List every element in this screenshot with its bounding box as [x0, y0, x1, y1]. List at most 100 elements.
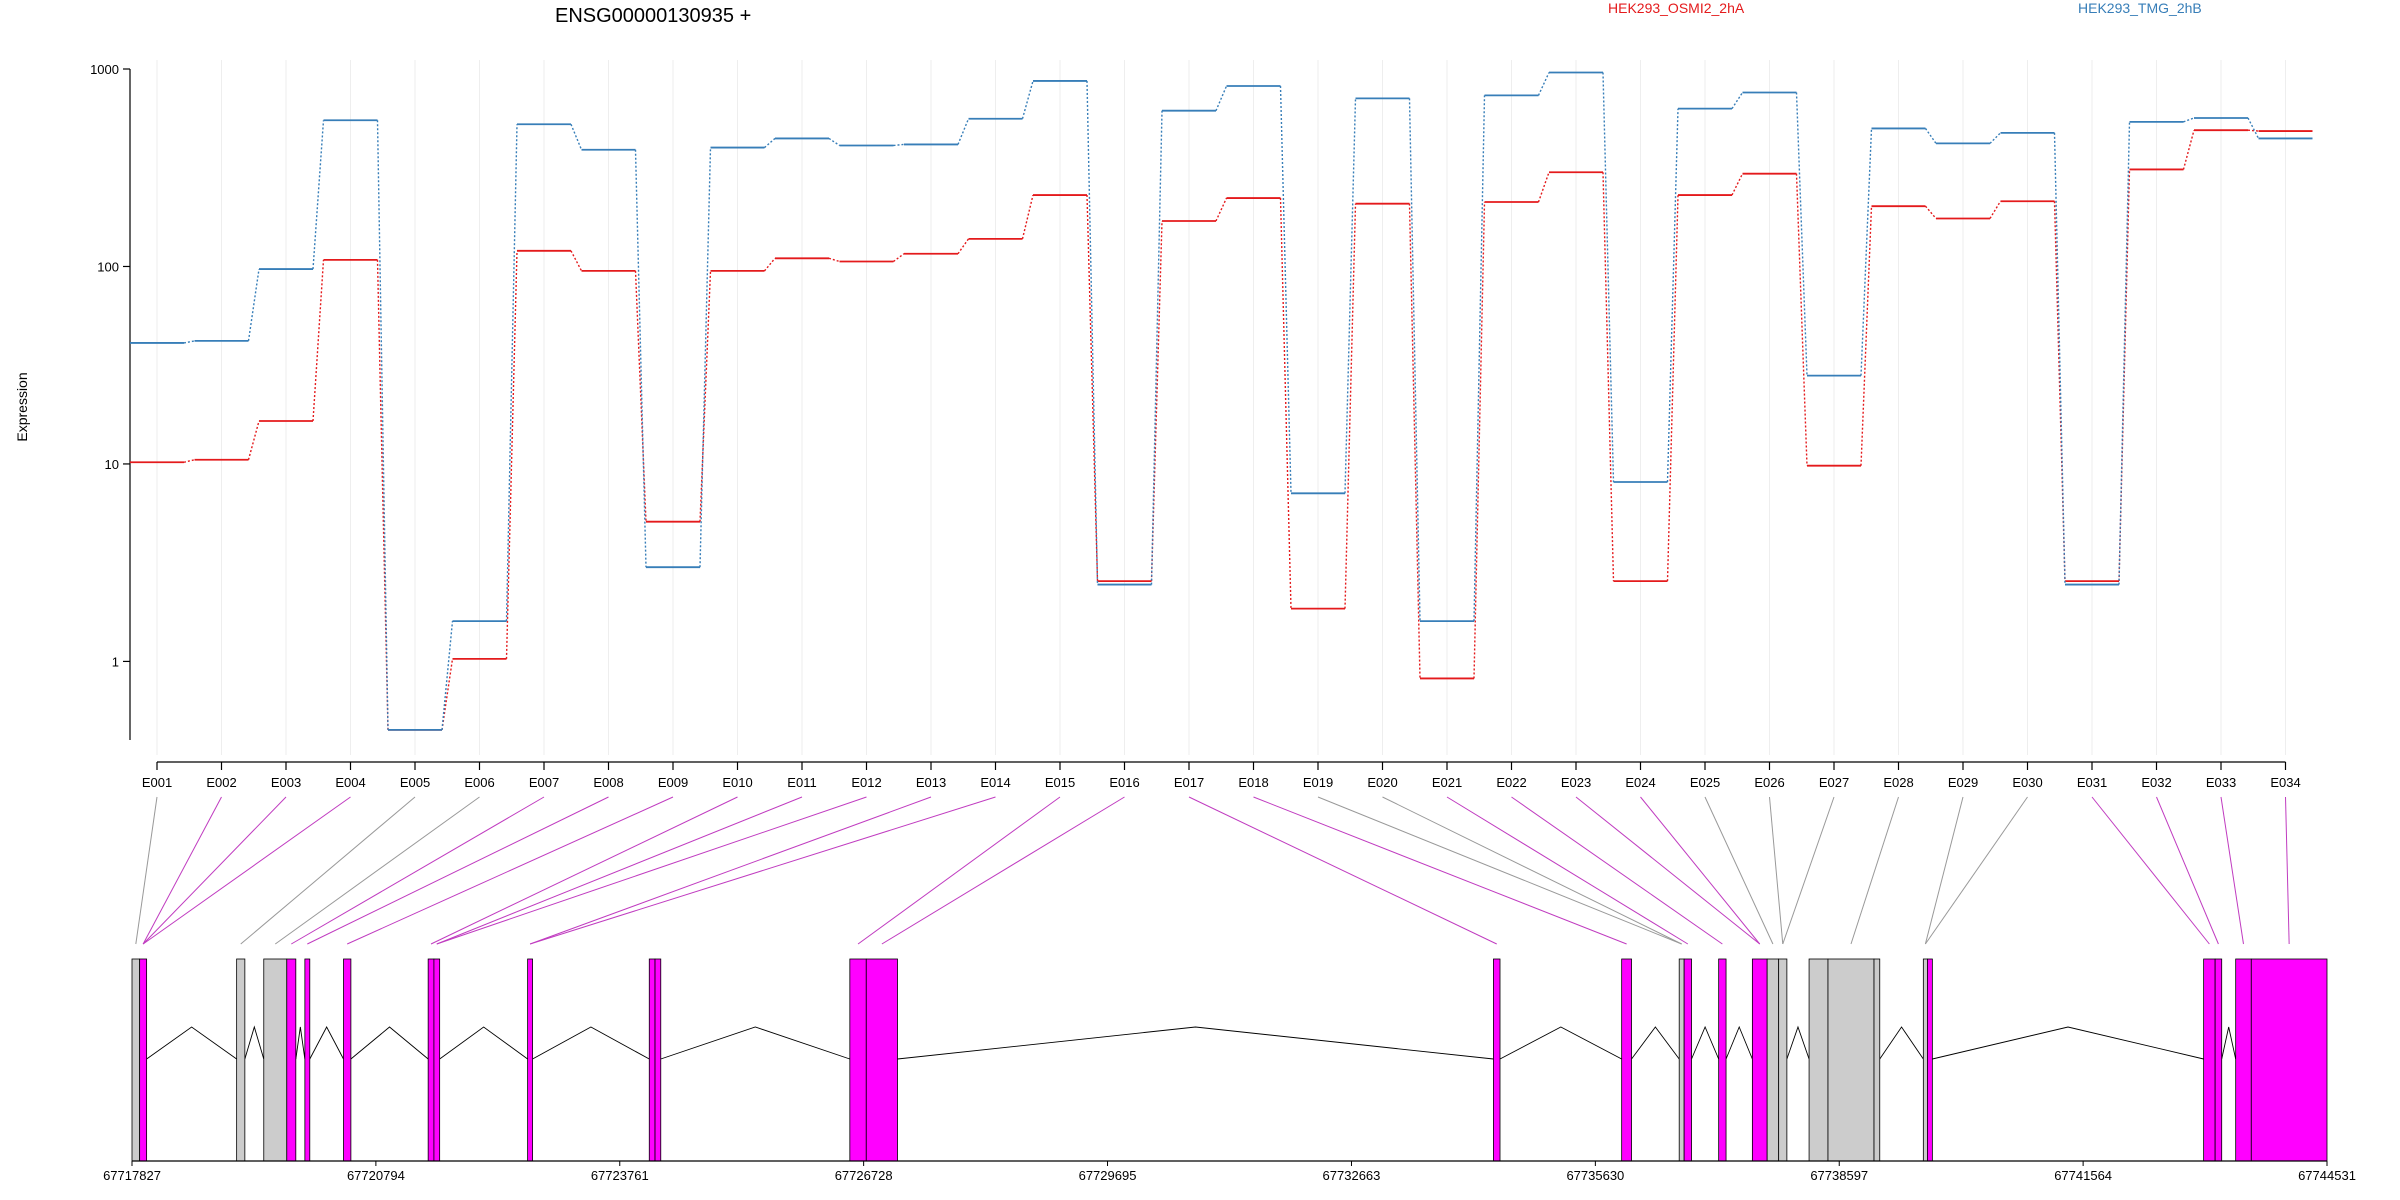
exon-box	[304, 958, 311, 1162]
series-connector	[2247, 129, 2259, 132]
series-connector	[634, 149, 647, 568]
series-connector	[2053, 132, 2066, 585]
intron	[1691, 1025, 1720, 1060]
series-connector	[312, 259, 325, 422]
exon-box	[343, 958, 352, 1162]
series-connector	[183, 340, 195, 344]
exon-box	[648, 958, 656, 1162]
exon-link	[1769, 796, 1784, 945]
exon-box	[1493, 958, 1501, 1162]
series-connector	[1860, 206, 1873, 466]
exon-box	[1922, 958, 1928, 1162]
intron	[309, 1026, 344, 1060]
x-tick-label: E028	[1883, 775, 1913, 790]
exon-link	[1575, 796, 1761, 945]
exon-box	[1621, 958, 1632, 1162]
exon-link	[1782, 796, 1835, 945]
exon-box	[527, 958, 533, 1162]
series-connector	[505, 124, 518, 622]
series-connector	[1602, 172, 1615, 582]
exon-box	[1778, 958, 1788, 1162]
series-connector	[2182, 129, 2195, 170]
x-tick-label: E034	[2270, 775, 2300, 790]
exon-link	[1924, 796, 1964, 945]
exon-link	[2156, 796, 2219, 945]
series-connector	[1537, 172, 1550, 203]
x-tick-label: E011	[787, 775, 816, 790]
exon-link	[142, 796, 222, 945]
x-tick-label: E006	[464, 775, 494, 790]
intron	[660, 1026, 850, 1060]
series-connector	[247, 268, 260, 341]
x-tick-label: E007	[529, 775, 559, 790]
x-tick-label: E003	[271, 775, 301, 790]
series-connector	[1279, 86, 1292, 494]
series-connector	[1666, 195, 1679, 582]
exon-link	[1924, 796, 2028, 945]
exon-box	[1678, 958, 1685, 1162]
x-tick-label: E020	[1367, 775, 1397, 790]
x-tick-label: E025	[1690, 775, 1720, 790]
intron	[295, 1026, 306, 1060]
legend-entry-osmi2: HEK293_OSMI2_2hA	[1608, 0, 1745, 16]
legend-entry-tmg: HEK293_TMG_2hB	[2078, 0, 2202, 16]
genomic-tick-label: 67726728	[835, 1168, 893, 1183]
series-connector	[1086, 195, 1099, 582]
exon-link-lines	[135, 796, 2290, 945]
series-connector	[570, 123, 583, 151]
exon-box	[286, 958, 297, 1162]
series-connector	[1021, 194, 1034, 240]
exon-box	[2235, 958, 2252, 1162]
series-connector	[893, 143, 905, 147]
exon-box	[433, 958, 441, 1162]
exon-box	[2214, 958, 2223, 1162]
exon-link	[135, 796, 158, 945]
genomic-tick-label: 67738597	[1810, 1168, 1868, 1183]
series-connector	[1344, 98, 1357, 494]
intron	[1725, 1025, 1753, 1060]
series-connector	[247, 420, 260, 460]
exon-link	[430, 796, 738, 945]
x-tick-label: E016	[1109, 775, 1139, 790]
x-tick-label: E010	[722, 775, 752, 790]
x-tick-label: E015	[1045, 775, 1075, 790]
genomic-tick-label: 67720794	[347, 1168, 405, 1183]
exon-link	[1446, 796, 1689, 945]
genomic-axis: 67717827 67720794 67723761 67726728 67729695…	[103, 1160, 2356, 1183]
x-tick-label: E001	[142, 775, 172, 790]
series-connector	[183, 459, 195, 463]
series-connector	[1537, 72, 1550, 96]
genomic-tick-label: 67729695	[1079, 1168, 1137, 1183]
axes: 1000 100 10 1 E001 E002 E003 E004 E005 E006 E007 E0…	[90, 62, 2301, 790]
exon-box	[1808, 958, 1829, 1162]
exon-link	[436, 796, 803, 945]
x-tick-label: E031	[2077, 775, 2107, 790]
exon-link	[240, 796, 416, 945]
exon-link	[142, 796, 287, 945]
series-connector	[1150, 220, 1163, 582]
exon-box	[865, 958, 898, 1162]
intron	[1879, 1026, 1924, 1060]
genomic-tick-label: 67741564	[2054, 1168, 2112, 1183]
series-connector	[1473, 202, 1486, 679]
series-connector	[2118, 121, 2131, 585]
exon-box	[1873, 958, 1881, 1162]
series-connector	[957, 238, 970, 255]
y-tick-label: 100	[97, 259, 119, 274]
series-connector	[1408, 203, 1421, 679]
series-connector	[1731, 92, 1744, 110]
y-tick-label: 10	[105, 457, 119, 472]
series-connector	[1731, 173, 1744, 196]
exon-link	[529, 796, 996, 945]
exon-link	[529, 796, 932, 945]
exon-link	[1511, 796, 1723, 945]
series-tmg	[130, 71, 2313, 731]
exon-box	[1751, 958, 1768, 1162]
x-tick-label: E032	[2141, 775, 2171, 790]
x-tick-label: E009	[658, 775, 688, 790]
series-connector	[634, 270, 647, 522]
exon-link	[1640, 796, 1761, 945]
x-tick-label: E023	[1561, 775, 1591, 790]
series-connector	[1795, 173, 1808, 466]
x-tick-label: E002	[206, 775, 236, 790]
